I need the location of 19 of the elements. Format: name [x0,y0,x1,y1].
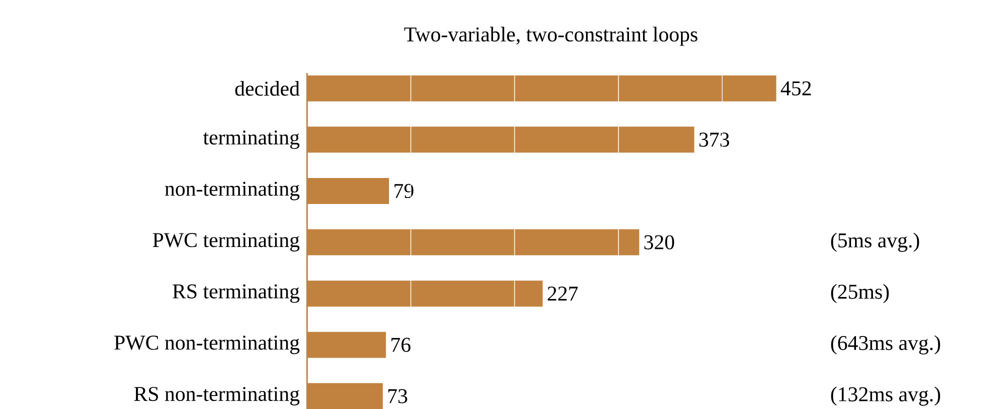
text: (5ms avg.) [831,232,920,252]
text: (643ms avg.) [831,335,940,354]
data-label: 452 [780,81,811,96]
y-tick-label: decided [235,81,300,96]
data-label: 73 [388,389,408,404]
data-label: 76 [391,338,410,352]
text: (132ms avg.) [831,386,940,406]
data-label: 79 [394,184,414,198]
data-label: 320 [644,235,674,250]
chart-title: Two-variable, two-constraint loops [404,26,698,46]
data-label: 373 [699,132,730,147]
y-tick-label: PWC non-terminating [114,336,300,354]
y-tick-label: terminating [203,130,300,149]
y-tick-label: non-terminating [165,182,300,200]
data-label: 227 [548,286,578,301]
y-tick-label: RS terminating [172,284,300,303]
y-tick-label: PWC terminating [152,233,300,252]
text: (25ms) [831,284,889,304]
y-tick-label: RS non-terminating [134,386,300,406]
